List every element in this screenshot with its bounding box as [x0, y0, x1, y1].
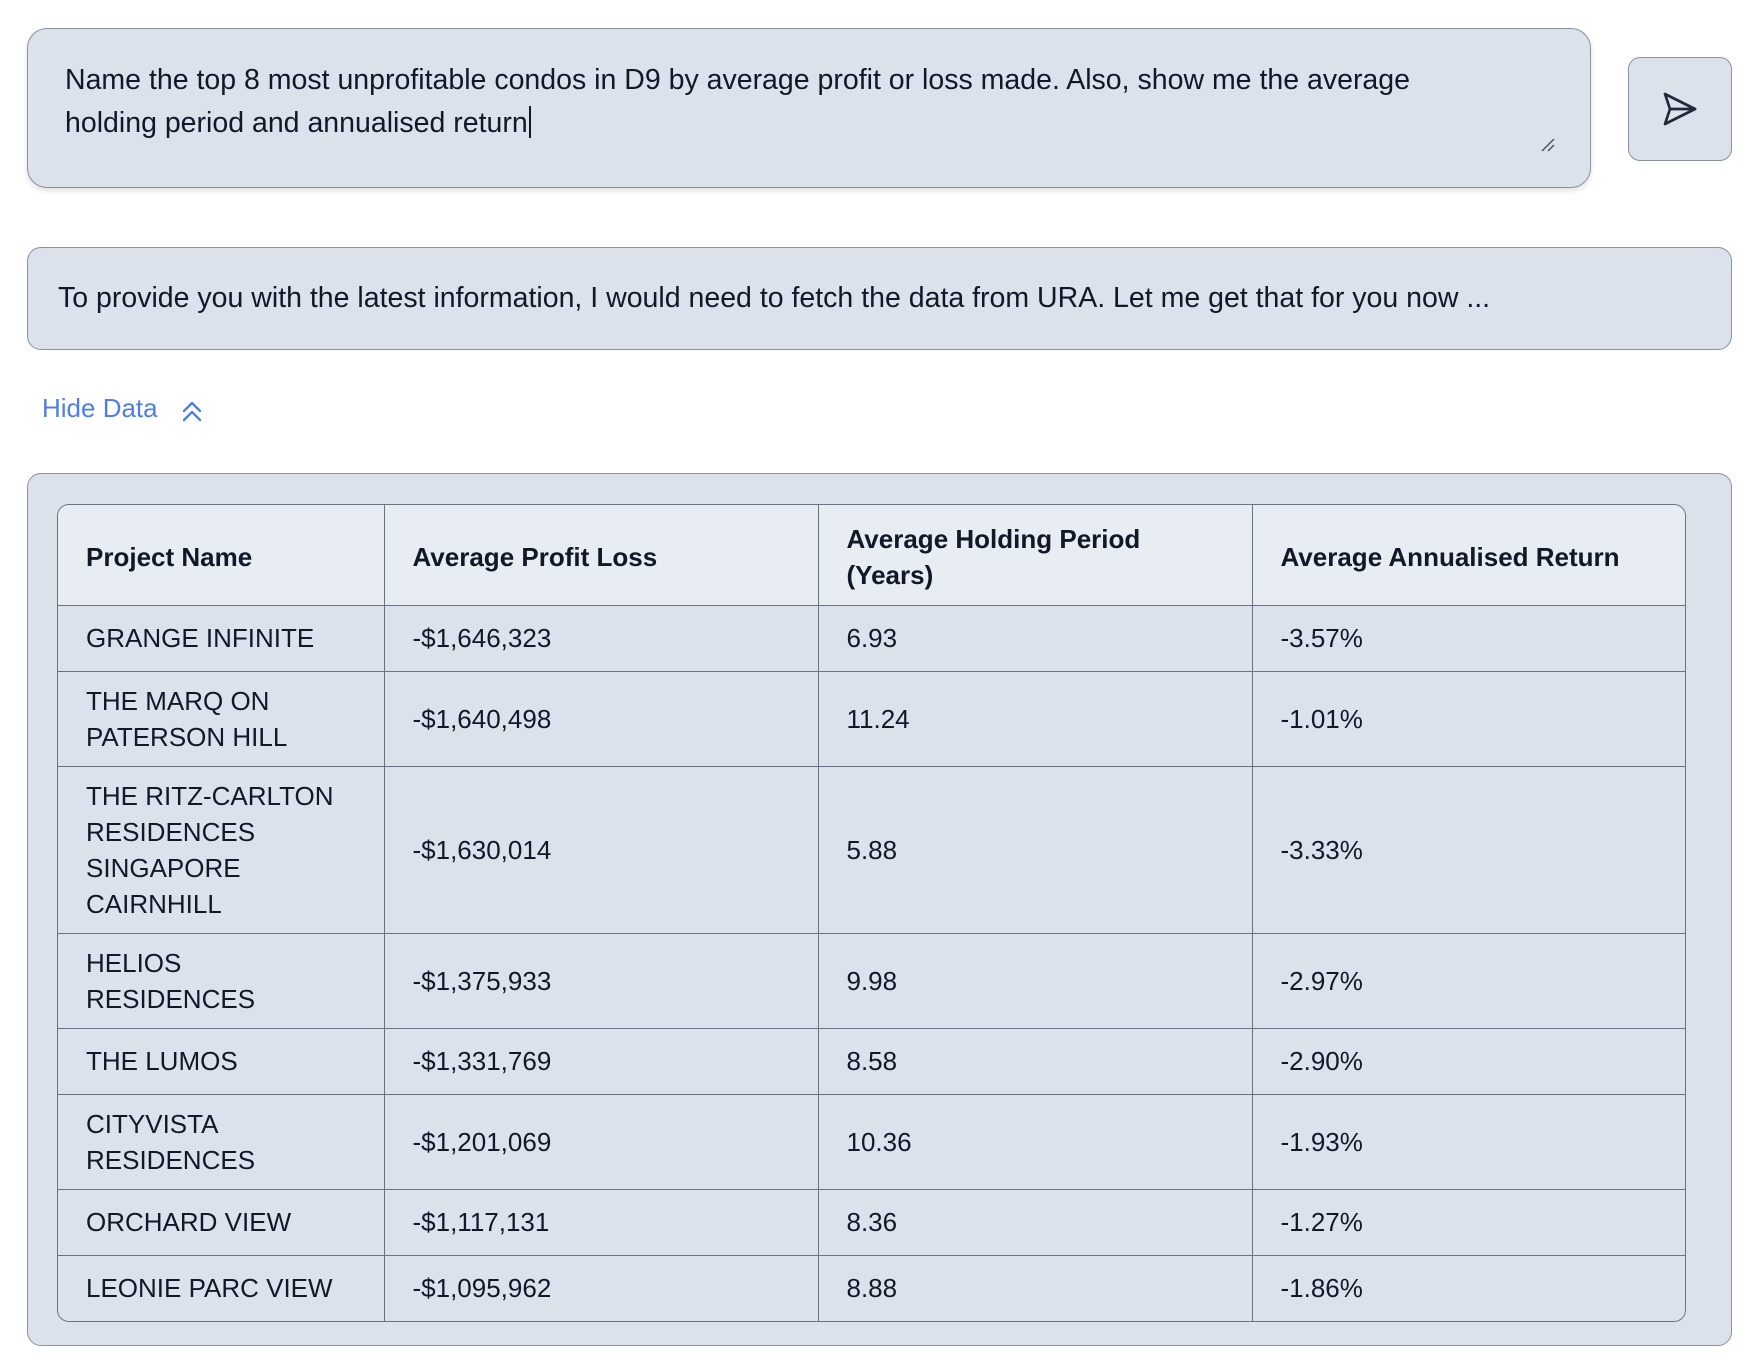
- prompt-text[interactable]: Name the top 8 most unprofitable condos …: [65, 64, 1410, 139]
- cell-average-profit-loss: -$1,646,323: [384, 605, 819, 672]
- cell-average-profit-loss: -$1,640,498: [384, 671, 819, 767]
- double-chevron-up-icon: [182, 401, 201, 421]
- cell-average-annualised-return: -2.90%: [1252, 1028, 1685, 1095]
- cell-project-name: THE MARQ ON PATERSON HILL: [58, 671, 385, 767]
- cell-average-holding-period: 5.88: [818, 766, 1253, 934]
- table-row: THE MARQ ON PATERSON HILL -$1,640,498 11…: [58, 671, 1685, 767]
- send-button[interactable]: [1628, 57, 1732, 161]
- assistant-message-text: To provide you with the latest informati…: [58, 282, 1491, 314]
- hide-data-label: Hide Data: [42, 393, 158, 423]
- table-row: ORCHARD VIEW -$1,117,131 8.36 -1.27%: [58, 1189, 1685, 1256]
- cell-average-annualised-return: -3.33%: [1252, 766, 1685, 934]
- table-header-row: Project Name Average Profit Loss Average…: [58, 505, 1685, 606]
- cell-average-annualised-return: -3.57%: [1252, 605, 1685, 672]
- cell-average-profit-loss: -$1,095,962: [384, 1255, 819, 1321]
- table-row: GRANGE INFINITE -$1,646,323 6.93 -3.57%: [58, 605, 1685, 672]
- column-header-average-holding-period: Average Holding Period (Years): [818, 505, 1253, 606]
- cell-project-name: ORCHARD VIEW: [58, 1189, 385, 1256]
- table-row: LEONIE PARC VIEW -$1,095,962 8.88 -1.86%: [58, 1255, 1685, 1321]
- column-header-average-annualised-return: Average Annualised Return: [1252, 505, 1685, 606]
- cell-average-annualised-return: -1.86%: [1252, 1255, 1685, 1321]
- data-panel: Project Name Average Profit Loss Average…: [27, 473, 1732, 1346]
- cell-average-holding-period: 8.36: [818, 1189, 1253, 1256]
- table-row: THE LUMOS -$1,331,769 8.58 -2.90%: [58, 1028, 1685, 1095]
- cell-average-profit-loss: -$1,630,014: [384, 766, 819, 934]
- hide-data-toggle[interactable]: Hide Data: [42, 393, 204, 424]
- cell-project-name: GRANGE INFINITE: [58, 605, 385, 672]
- cell-average-profit-loss: -$1,117,131: [384, 1189, 819, 1256]
- cell-average-annualised-return: -1.93%: [1252, 1094, 1685, 1190]
- send-icon: [1663, 92, 1697, 126]
- cell-project-name: THE LUMOS: [58, 1028, 385, 1095]
- table-row: CITYVISTA RESIDENCES -$1,201,069 10.36 -…: [58, 1094, 1685, 1190]
- cell-average-profit-loss: -$1,375,933: [384, 933, 819, 1029]
- cell-average-holding-period: 8.88: [818, 1255, 1253, 1321]
- cell-average-holding-period: 11.24: [818, 671, 1253, 767]
- cell-average-annualised-return: -1.01%: [1252, 671, 1685, 767]
- column-header-average-profit-loss: Average Profit Loss: [384, 505, 819, 606]
- data-table-container: Project Name Average Profit Loss Average…: [57, 504, 1686, 1322]
- cell-average-profit-loss: -$1,331,769: [384, 1028, 819, 1095]
- cell-average-holding-period: 8.58: [818, 1028, 1253, 1095]
- cell-average-annualised-return: -2.97%: [1252, 933, 1685, 1029]
- cell-average-holding-period: 6.93: [818, 605, 1253, 672]
- cell-project-name: THE RITZ-CARLTON RESIDENCES SINGAPORE CA…: [58, 766, 385, 934]
- data-table: Project Name Average Profit Loss Average…: [58, 505, 1685, 1321]
- text-caret: [528, 106, 531, 138]
- cell-average-holding-period: 10.36: [818, 1094, 1253, 1190]
- prompt-input[interactable]: Name the top 8 most unprofitable condos …: [27, 28, 1591, 188]
- cell-project-name: HELIOS RESIDENCES: [58, 933, 385, 1029]
- assistant-message: To provide you with the latest informati…: [27, 247, 1732, 350]
- cell-project-name: LEONIE PARC VIEW: [58, 1255, 385, 1321]
- column-header-project-name: Project Name: [58, 505, 385, 606]
- cell-average-profit-loss: -$1,201,069: [384, 1094, 819, 1190]
- table-row: THE RITZ-CARLTON RESIDENCES SINGAPORE CA…: [58, 766, 1685, 934]
- cell-average-holding-period: 9.98: [818, 933, 1253, 1029]
- resize-handle-icon[interactable]: [1540, 137, 1556, 153]
- cell-average-annualised-return: -1.27%: [1252, 1189, 1685, 1256]
- table-row: HELIOS RESIDENCES -$1,375,933 9.98 -2.97…: [58, 933, 1685, 1029]
- cell-project-name: CITYVISTA RESIDENCES: [58, 1094, 385, 1190]
